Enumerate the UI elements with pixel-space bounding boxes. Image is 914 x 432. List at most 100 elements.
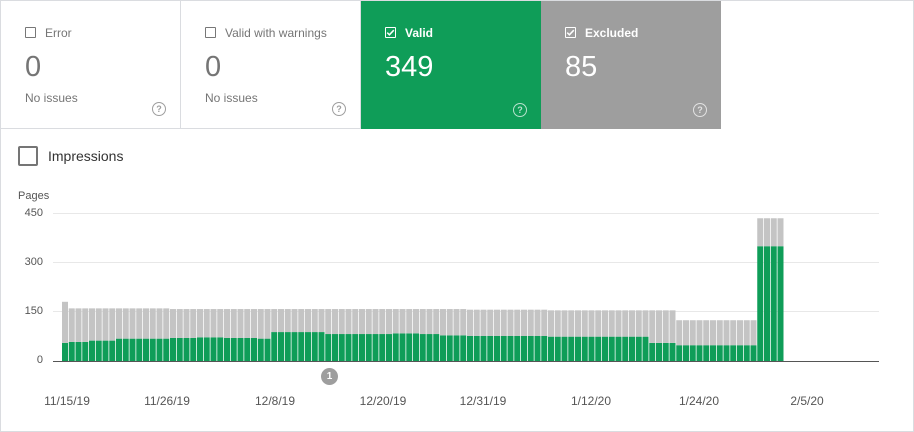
bar-valid[interactable]: [149, 338, 156, 361]
bar-excluded[interactable]: [480, 309, 487, 336]
bar-valid[interactable]: [527, 336, 534, 361]
valid-card[interactable]: Valid 349 ?: [361, 1, 541, 129]
bar-valid[interactable]: [176, 337, 183, 361]
bar-excluded[interactable]: [696, 320, 703, 346]
bar-valid[interactable]: [413, 333, 419, 361]
error-checkbox[interactable]: [25, 27, 36, 38]
bar-valid[interactable]: [244, 337, 251, 361]
bar-excluded[interactable]: [257, 309, 264, 339]
bar-excluded[interactable]: [156, 308, 163, 339]
bar-excluded[interactable]: [190, 309, 197, 338]
bar-excluded[interactable]: [332, 309, 338, 335]
bar-excluded[interactable]: [62, 301, 68, 343]
bar-excluded[interactable]: [710, 320, 716, 346]
bar-excluded[interactable]: [433, 309, 440, 335]
bar-excluded[interactable]: [210, 309, 217, 338]
bar-valid[interactable]: [170, 337, 176, 361]
bar-excluded[interactable]: [318, 309, 325, 333]
bar-valid[interactable]: [473, 336, 480, 361]
bar-excluded[interactable]: [183, 309, 190, 338]
bar-excluded[interactable]: [548, 310, 554, 337]
bar-valid[interactable]: [595, 336, 602, 361]
bar-valid[interactable]: [338, 334, 345, 361]
bar-excluded[interactable]: [561, 310, 568, 337]
bar-valid[interactable]: [359, 334, 365, 361]
bar-excluded[interactable]: [777, 218, 784, 247]
bar-valid[interactable]: [770, 246, 777, 361]
help-icon[interactable]: ?: [693, 103, 707, 117]
bar-excluded[interactable]: [689, 320, 696, 346]
bar-valid[interactable]: [548, 336, 554, 361]
bar-excluded[interactable]: [419, 309, 426, 335]
bar-valid[interactable]: [554, 336, 561, 361]
bar-valid[interactable]: [581, 336, 588, 361]
bar-valid[interactable]: [95, 340, 102, 361]
bar-excluded[interactable]: [521, 309, 527, 336]
bar-excluded[interactable]: [723, 320, 730, 346]
bar-excluded[interactable]: [82, 308, 89, 342]
bar-excluded[interactable]: [372, 309, 379, 335]
bar-valid[interactable]: [89, 340, 95, 361]
bar-excluded[interactable]: [764, 218, 770, 247]
help-icon[interactable]: ?: [152, 102, 166, 116]
bar-valid[interactable]: [710, 345, 716, 361]
valid-checkbox[interactable]: [385, 27, 396, 38]
bar-excluded[interactable]: [440, 309, 446, 336]
bar-valid[interactable]: [514, 336, 521, 361]
bar-valid[interactable]: [82, 341, 89, 361]
bar-valid[interactable]: [615, 336, 622, 361]
bar-excluded[interactable]: [473, 309, 480, 336]
bar-valid[interactable]: [116, 338, 122, 361]
help-icon[interactable]: ?: [513, 103, 527, 117]
excluded-card[interactable]: Excluded 85 ?: [541, 1, 721, 129]
bar-excluded[interactable]: [602, 310, 608, 337]
bar-excluded[interactable]: [359, 309, 365, 335]
bar-excluded[interactable]: [149, 308, 156, 339]
bar-valid[interactable]: [608, 336, 615, 361]
bar-excluded[interactable]: [467, 309, 473, 336]
bar-excluded[interactable]: [676, 320, 683, 346]
bar-valid[interactable]: [217, 337, 224, 361]
bar-excluded[interactable]: [649, 310, 656, 343]
bar-excluded[interactable]: [122, 308, 129, 339]
bar-valid[interactable]: [656, 342, 662, 361]
impressions-checkbox[interactable]: [18, 146, 38, 166]
bar-excluded[interactable]: [737, 320, 743, 346]
bar-valid[interactable]: [75, 341, 82, 361]
bar-valid[interactable]: [507, 336, 514, 361]
bar-excluded[interactable]: [615, 310, 622, 337]
bar-valid[interactable]: [568, 336, 575, 361]
bar-valid[interactable]: [284, 332, 291, 361]
bar-valid[interactable]: [494, 336, 500, 361]
bar-valid[interactable]: [446, 335, 453, 361]
bar-excluded[interactable]: [109, 308, 116, 341]
bar-excluded[interactable]: [406, 309, 413, 334]
bar-valid[interactable]: [278, 332, 284, 361]
bar-excluded[interactable]: [217, 309, 224, 338]
bar-excluded[interactable]: [170, 309, 176, 338]
bar-valid[interactable]: [251, 337, 257, 361]
bar-excluded[interactable]: [379, 309, 386, 335]
bar-excluded[interactable]: [460, 309, 467, 336]
bar-excluded[interactable]: [244, 309, 251, 338]
bar-excluded[interactable]: [230, 309, 237, 338]
bar-valid[interactable]: [197, 337, 203, 361]
bar-valid[interactable]: [365, 334, 372, 361]
bar-excluded[interactable]: [116, 308, 122, 339]
bar-valid[interactable]: [750, 345, 757, 361]
bar-excluded[interactable]: [325, 309, 332, 335]
bar-valid[interactable]: [487, 336, 494, 361]
bar-valid[interactable]: [764, 246, 770, 361]
error-card[interactable]: Error 0 No issues ?: [1, 1, 181, 129]
bar-valid[interactable]: [642, 336, 649, 361]
bar-excluded[interactable]: [284, 309, 291, 333]
bar-excluded[interactable]: [743, 320, 750, 346]
bar-valid[interactable]: [635, 336, 642, 361]
bar-valid[interactable]: [62, 342, 68, 361]
bar-excluded[interactable]: [669, 310, 676, 343]
bar-excluded[interactable]: [629, 310, 635, 337]
annotation-marker[interactable]: 1: [321, 368, 338, 385]
bar-valid[interactable]: [332, 334, 338, 361]
bar-valid[interactable]: [379, 334, 386, 361]
bar-excluded[interactable]: [507, 309, 514, 336]
